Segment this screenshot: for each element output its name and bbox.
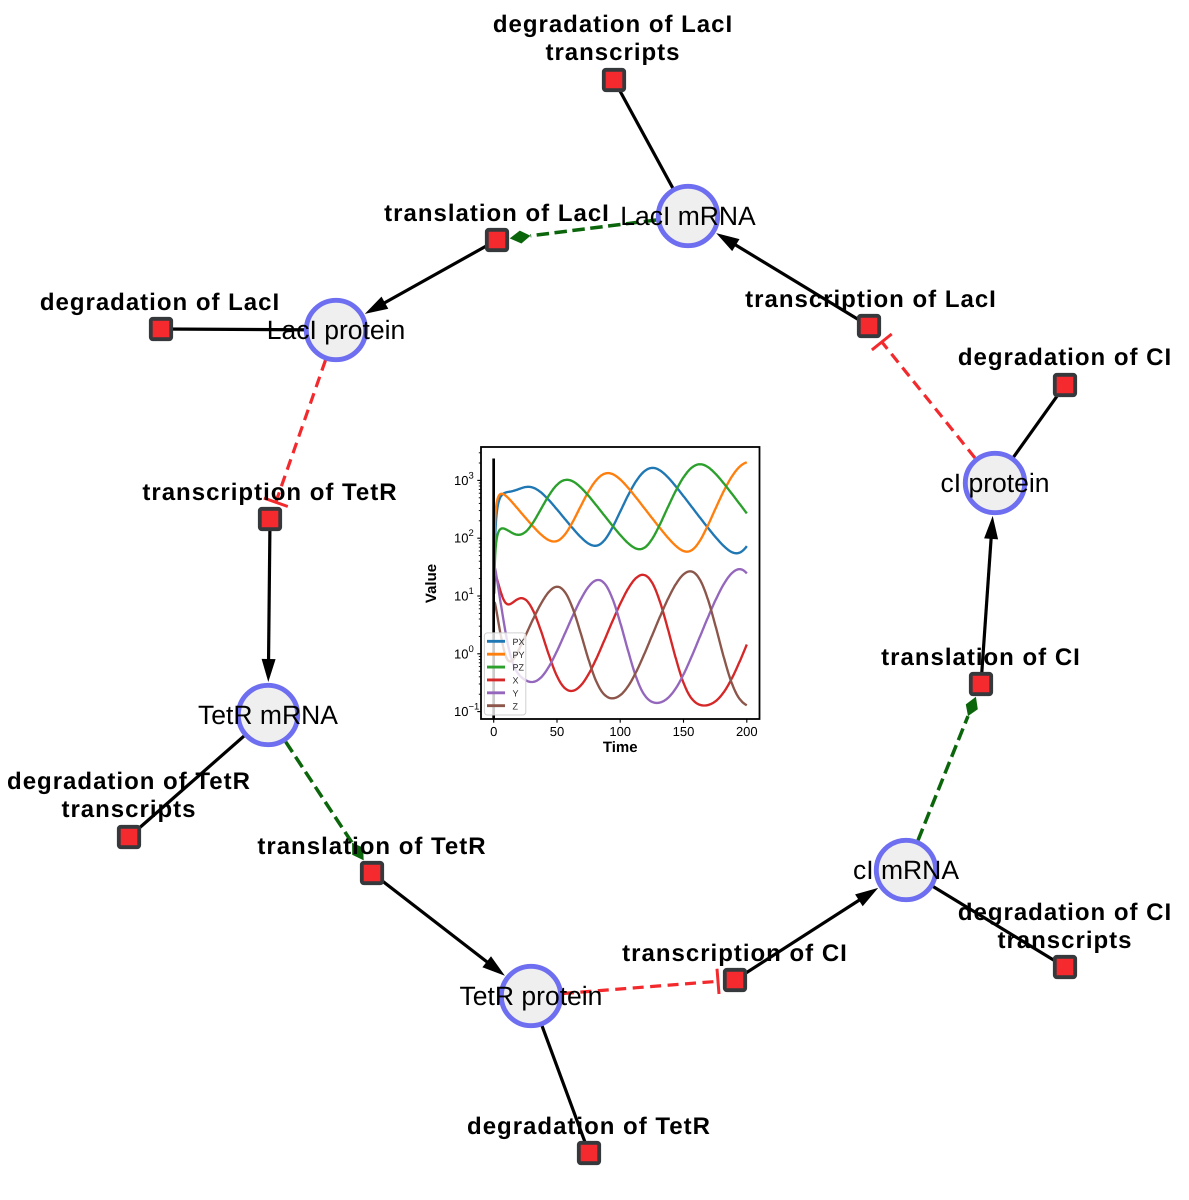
svg-text:0: 0: [469, 644, 474, 655]
svg-text:LacI protein: LacI protein: [267, 315, 405, 345]
svg-text:degradation of LacI: degradation of LacI: [40, 289, 280, 316]
svg-text:PY: PY: [513, 650, 525, 660]
svg-text:transcription of TetR: transcription of TetR: [142, 479, 397, 506]
svg-text:10: 10: [454, 646, 468, 661]
svg-text:TetR protein: TetR protein: [460, 981, 603, 1011]
svg-text:Z: Z: [513, 701, 519, 711]
svg-text:Value: Value: [423, 564, 440, 603]
svg-text:TetR mRNA: TetR mRNA: [198, 700, 338, 730]
svg-text:10: 10: [454, 704, 468, 719]
svg-text:transcripts: transcripts: [997, 927, 1132, 954]
svg-text:100: 100: [609, 724, 631, 739]
svg-text:degradation of TetR: degradation of TetR: [467, 1113, 711, 1140]
svg-text:LacI mRNA: LacI mRNA: [620, 201, 756, 231]
svg-text:translation of LacI: translation of LacI: [384, 200, 610, 227]
svg-text:transcripts: transcripts: [545, 39, 680, 66]
svg-text:10: 10: [454, 473, 468, 488]
svg-text:2: 2: [469, 528, 474, 539]
svg-text:10: 10: [454, 531, 468, 546]
svg-text:PX: PX: [513, 637, 525, 647]
svg-text:50: 50: [550, 724, 564, 739]
svg-text:transcripts: transcripts: [61, 796, 196, 823]
svg-text:PZ: PZ: [513, 663, 525, 673]
svg-text:−1: −1: [469, 702, 480, 713]
svg-text:cI mRNA: cI mRNA: [853, 855, 959, 885]
svg-text:translation of CI: translation of CI: [881, 644, 1081, 671]
svg-text:1: 1: [469, 586, 474, 597]
svg-text:Time: Time: [603, 739, 638, 756]
svg-text:150: 150: [673, 724, 695, 739]
svg-text:10: 10: [454, 589, 468, 604]
svg-text:degradation of CI: degradation of CI: [958, 899, 1172, 926]
svg-text:X: X: [513, 676, 519, 686]
svg-text:degradation of CI: degradation of CI: [958, 344, 1172, 371]
svg-text:transcription of CI: transcription of CI: [622, 940, 848, 967]
svg-text:degradation of TetR: degradation of TetR: [7, 768, 251, 795]
svg-text:0: 0: [490, 724, 497, 739]
svg-text:200: 200: [736, 724, 758, 739]
svg-text:cI protein: cI protein: [940, 468, 1049, 498]
svg-text:transcription of LacI: transcription of LacI: [745, 286, 997, 313]
svg-text:degradation of LacI: degradation of LacI: [493, 11, 733, 38]
svg-text:translation of TetR: translation of TetR: [257, 833, 486, 860]
svg-text:Y: Y: [513, 688, 519, 698]
svg-text:3: 3: [469, 470, 474, 481]
